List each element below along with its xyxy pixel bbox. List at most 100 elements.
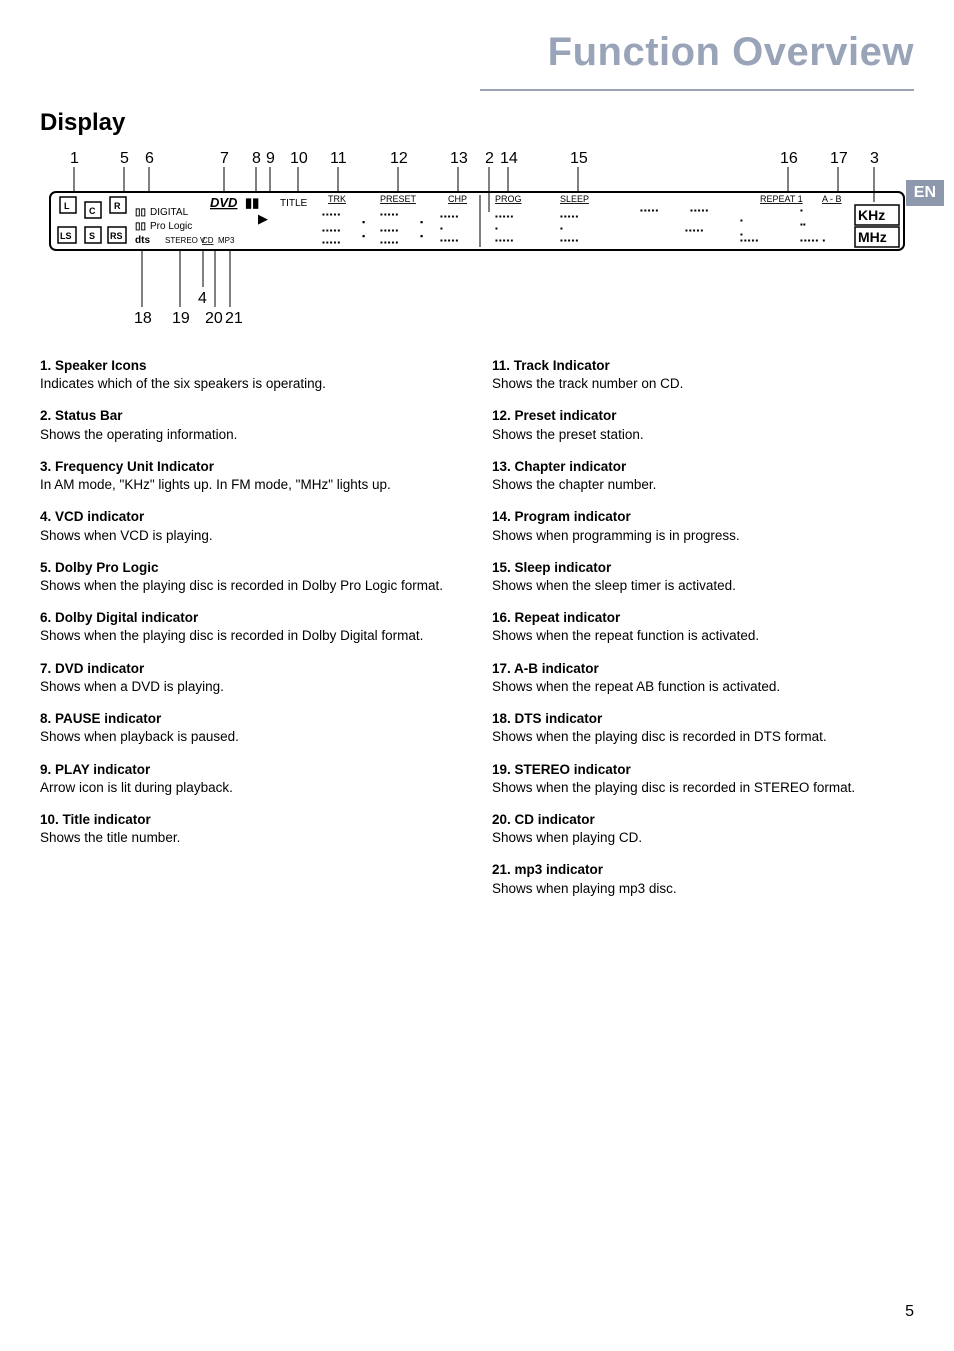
item-18: 18. DTS indicatorShows when the playing … (492, 710, 914, 746)
item-4: 4. VCD indicatorShows when VCD is playin… (40, 508, 462, 544)
label-vcd: V (200, 236, 206, 245)
label-trk: TRK (328, 194, 346, 204)
callout-20: 20 (205, 310, 223, 327)
pause-icon: ▮▮ (245, 195, 259, 210)
callout-7: 7 (220, 150, 229, 167)
label-sleep: SLEEP (560, 194, 589, 204)
svg-text:▪: ▪ (440, 224, 443, 233)
item-21: 21. mp3 indicatorShows when playing mp3 … (492, 861, 914, 897)
display-diagram: 1 5 6 7 8 9 10 11 12 13 2 14 15 16 17 3 (40, 147, 914, 327)
label-dts: dts (135, 235, 150, 246)
callout-11: 11 (330, 150, 347, 167)
callout-6: 6 (145, 150, 154, 167)
svg-text:▪▪▪▪▪: ▪▪▪▪▪ (690, 206, 709, 215)
svg-text:▪▪▪▪▪: ▪▪▪▪▪ (440, 212, 459, 221)
item-15: 15. Sleep indicatorShows when the sleep … (492, 559, 914, 595)
left-column: 1. Speaker IconsIndicates which of the s… (40, 357, 462, 912)
page-header: Function Overview (0, 0, 954, 83)
callout-18: 18 (134, 310, 152, 327)
section-title: Display (40, 109, 914, 137)
item-7: 7. DVD indicatorShows when a DVD is play… (40, 660, 462, 696)
svg-text:▪▪▪▪▪: ▪▪▪▪▪ (380, 226, 399, 235)
svg-text:▪▪▪▪▪: ▪▪▪▪▪ (640, 206, 659, 215)
svg-text:▪: ▪ (560, 224, 563, 233)
item-10: 10. Title indicatorShows the title numbe… (40, 811, 462, 847)
svg-text:▪▪▪▪▪: ▪▪▪▪▪ (322, 238, 341, 247)
svg-text:▪: ▪ (362, 231, 365, 241)
svg-text:▪▪▪▪▪: ▪▪▪▪▪ (495, 212, 514, 221)
svg-text:▪: ▪ (362, 217, 365, 227)
svg-text:▪▪▪▪▪ ▪: ▪▪▪▪▪ ▪ (800, 236, 826, 245)
label-chp: CHP (448, 194, 467, 204)
label-prog: PROG (495, 194, 522, 204)
play-icon: ▶ (258, 211, 268, 226)
svg-text:▪: ▪ (800, 206, 803, 215)
callout-3: 3 (870, 150, 879, 167)
callout-4: 4 (198, 290, 207, 307)
svg-text:▪▪▪▪▪: ▪▪▪▪▪ (322, 226, 341, 235)
label-mp3: MP3 (218, 236, 235, 245)
item-12: 12. Preset indicatorShows the preset sta… (492, 407, 914, 443)
svg-text:▪▪▪▪▪: ▪▪▪▪▪ (740, 236, 759, 245)
label-stereo: STEREO (165, 236, 198, 245)
callout-8: 8 (252, 150, 261, 167)
svg-text:▪: ▪ (420, 231, 423, 241)
item-9: 9. PLAY indicatorArrow icon is lit durin… (40, 761, 462, 797)
item-1: 1. Speaker IconsIndicates which of the s… (40, 357, 462, 393)
description-columns: 1. Speaker IconsIndicates which of the s… (40, 357, 914, 912)
svg-text:▪▪▪▪▪: ▪▪▪▪▪ (380, 238, 399, 247)
callout-5: 5 (120, 150, 129, 167)
svg-text:▪▪▪▪▪: ▪▪▪▪▪ (560, 212, 579, 221)
item-20: 20. CD indicatorShows when playing CD. (492, 811, 914, 847)
item-11: 11. Track IndicatorShows the track numbe… (492, 357, 914, 393)
item-13: 13. Chapter indicatorShows the chapter n… (492, 458, 914, 494)
label-pro-logic: Pro Logic (150, 221, 192, 232)
right-column: 11. Track IndicatorShows the track numbe… (492, 357, 914, 912)
svg-text:▪▪▪▪▪: ▪▪▪▪▪ (685, 226, 704, 235)
speaker-C: C (89, 206, 96, 216)
speaker-L: L (64, 201, 70, 211)
item-8: 8. PAUSE indicatorShows when playback is… (40, 710, 462, 746)
page-number: 5 (905, 1303, 914, 1321)
speaker-S: S (89, 231, 95, 241)
svg-text:▪▪▪▪▪: ▪▪▪▪▪ (495, 236, 514, 245)
callout-16: 16 (780, 150, 798, 167)
item-16: 16. Repeat indicatorShows when the repea… (492, 609, 914, 645)
label-khz: KHz (858, 207, 885, 223)
svg-text:▪▪: ▪▪ (800, 220, 806, 229)
item-6: 6. Dolby Digital indicatorShows when the… (40, 609, 462, 645)
callout-15: 15 (570, 150, 588, 167)
label-preset: PRESET (380, 194, 417, 204)
header-rule (480, 89, 914, 91)
item-5: 5. Dolby Pro LogicShows when the playing… (40, 559, 462, 595)
svg-text:▪▪▪▪▪: ▪▪▪▪▪ (380, 210, 399, 219)
svg-text:▪: ▪ (740, 216, 743, 225)
callout-12: 12 (390, 150, 408, 167)
callout-1: 1 (70, 150, 79, 167)
callout-9: 9 (266, 150, 275, 167)
item-2: 2. Status BarShows the operating informa… (40, 407, 462, 443)
language-badge: EN (906, 180, 944, 206)
svg-text:▯▯: ▯▯ (135, 221, 146, 232)
speaker-RS: RS (110, 231, 123, 241)
speaker-R: R (114, 201, 121, 211)
item-14: 14. Program indicatorShows when programm… (492, 508, 914, 544)
label-dvd: DVD (210, 195, 238, 210)
item-17: 17. A-B indicatorShows when the repeat A… (492, 660, 914, 696)
item-3: 3. Frequency Unit IndicatorIn AM mode, "… (40, 458, 462, 494)
label-dolby-digital: DIGITAL (150, 207, 189, 218)
callout-14: 14 (500, 150, 518, 167)
svg-text:▪▪▪▪▪: ▪▪▪▪▪ (440, 236, 459, 245)
callout-19: 19 (172, 310, 190, 327)
label-mhz: MHz (858, 229, 887, 245)
svg-text:▯▯: ▯▯ (135, 207, 146, 218)
svg-text:▪: ▪ (420, 217, 423, 227)
callout-17: 17 (830, 150, 848, 167)
label-ab: A - B (822, 194, 842, 204)
svg-text:▪▪▪▪▪: ▪▪▪▪▪ (322, 210, 341, 219)
label-repeat: REPEAT 1 (760, 194, 803, 204)
callout-13: 13 (450, 150, 468, 167)
svg-text:▪: ▪ (495, 224, 498, 233)
item-19: 19. STEREO indicatorShows when the playi… (492, 761, 914, 797)
callout-2: 2 (485, 150, 494, 167)
